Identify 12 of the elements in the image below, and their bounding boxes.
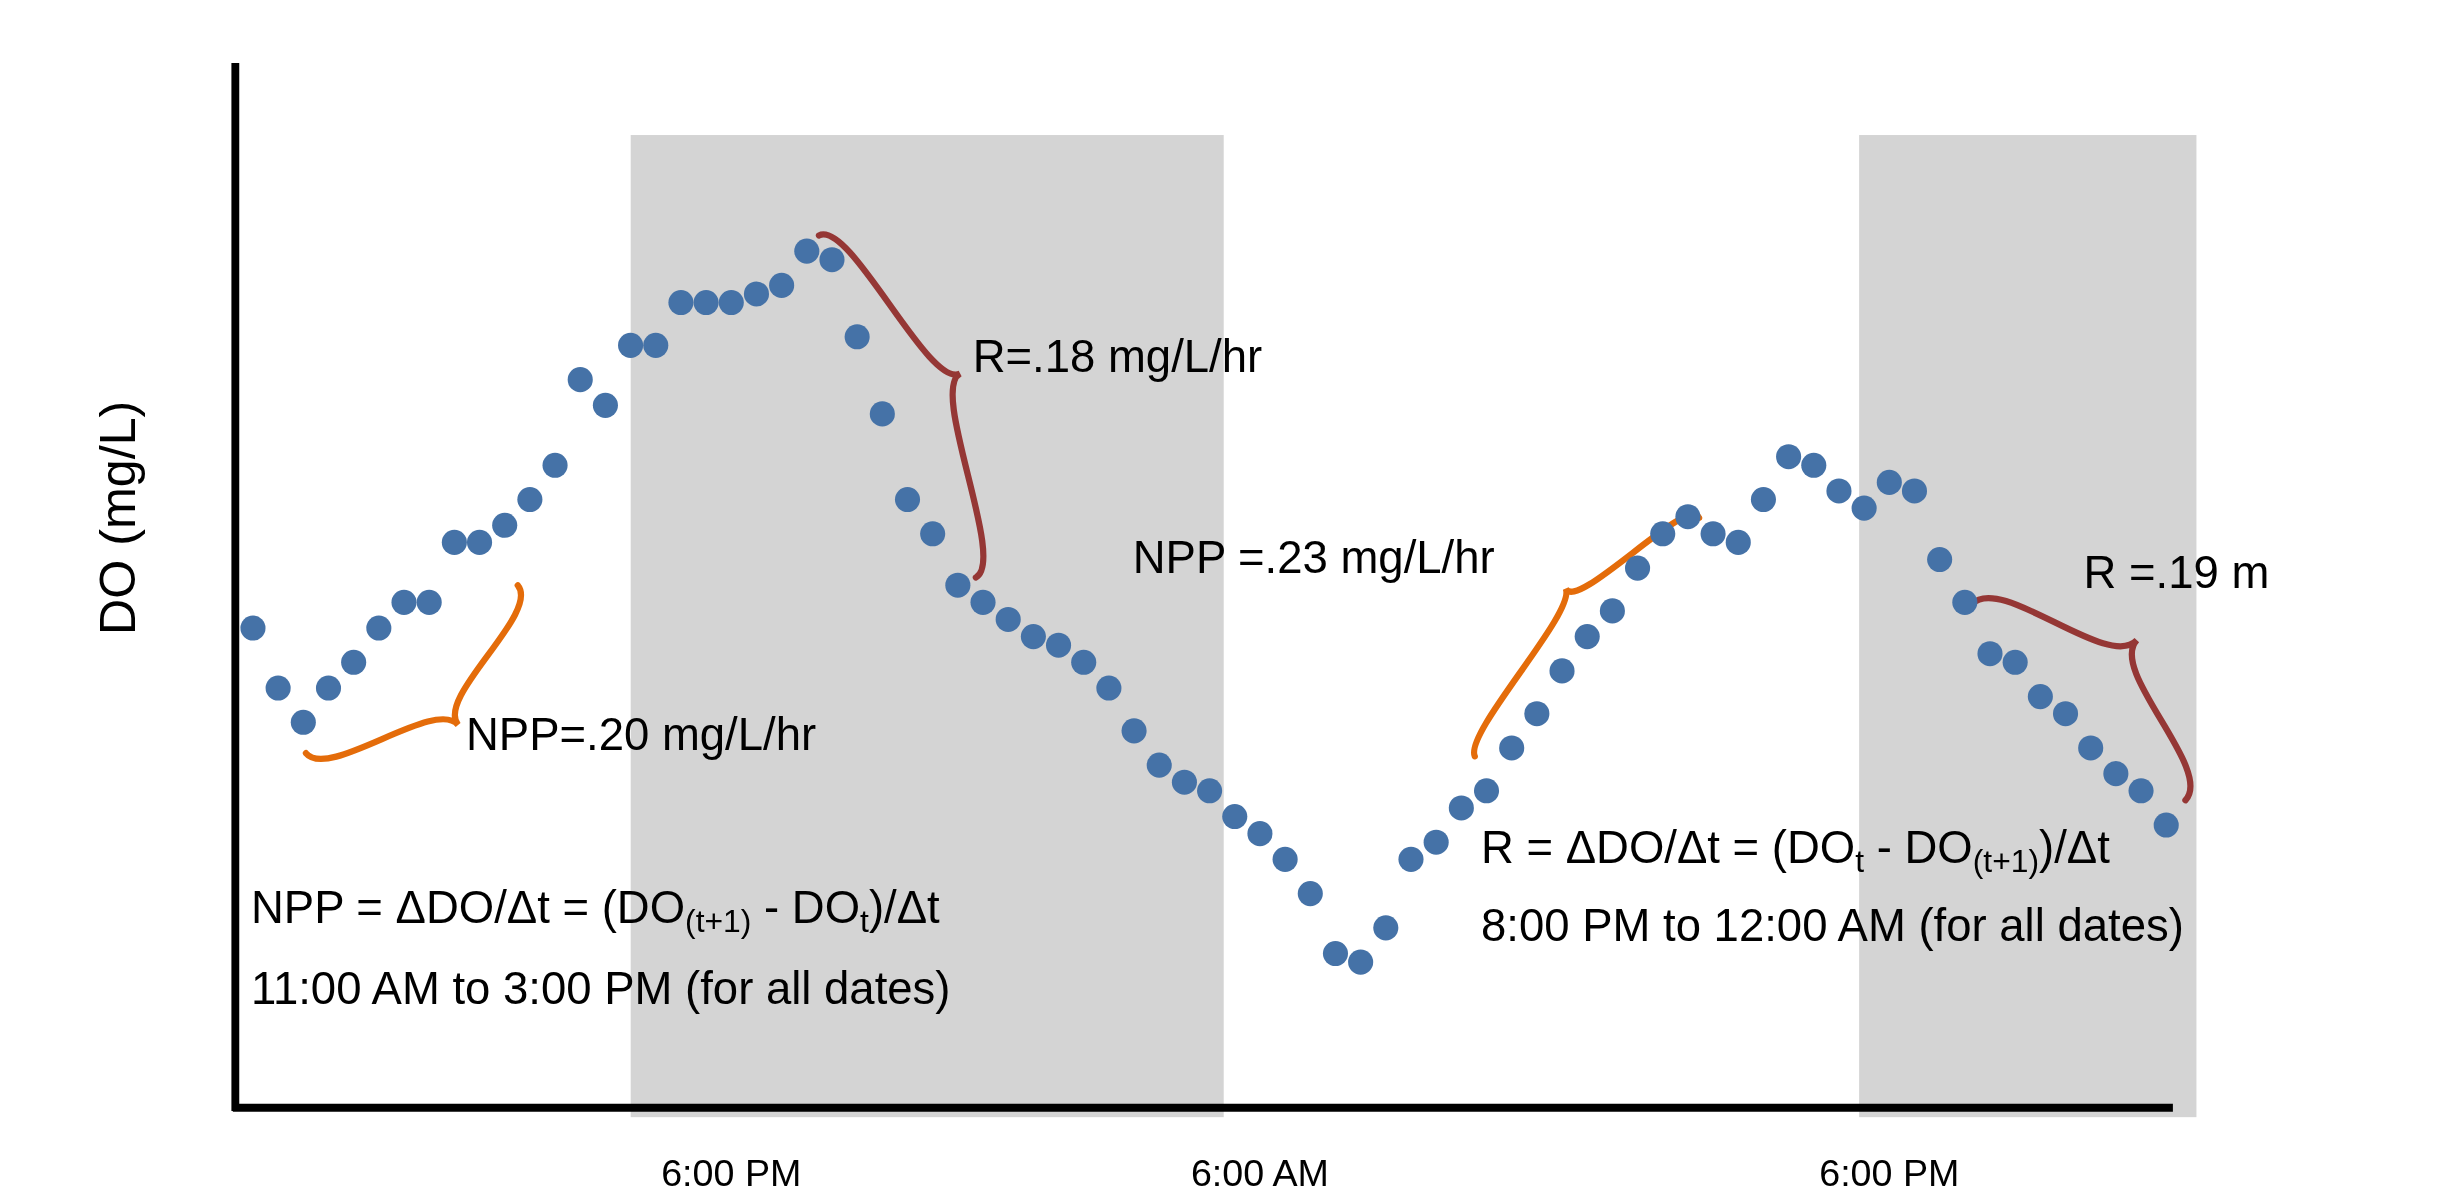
x-tick-label: 6:00 AM [1190, 1152, 1329, 1195]
y-axis-title: DO (mg/L) [89, 400, 146, 635]
annotation: R = ΔDO/Δt = (DO$_{t}$ - DO$_{(t+1)}$)/Δt [1481, 822, 2111, 879]
annotation: R=.18 mg/L/hr [972, 330, 1263, 382]
annotation: 11:00 AM to 3:00 PM (for all dates) [251, 963, 951, 1015]
annotation: NPP =.23 mg/L/hr [1132, 531, 1495, 583]
annotation: NPP=.20 mg/L/hr [465, 709, 817, 761]
x-tick-label: 6:00 PM [1819, 1152, 1960, 1195]
annotation: R =.19 m [2083, 547, 2270, 599]
annotation: NPP = ΔDO/Δt = (DO$_{(t+1)}$ - DO$_{t}$)/Δt [251, 881, 941, 939]
x-tick-label: 6:00 PM [661, 1152, 802, 1195]
annotation: 8:00 PM to 12:00 AM (for all dates) [1481, 900, 2184, 952]
